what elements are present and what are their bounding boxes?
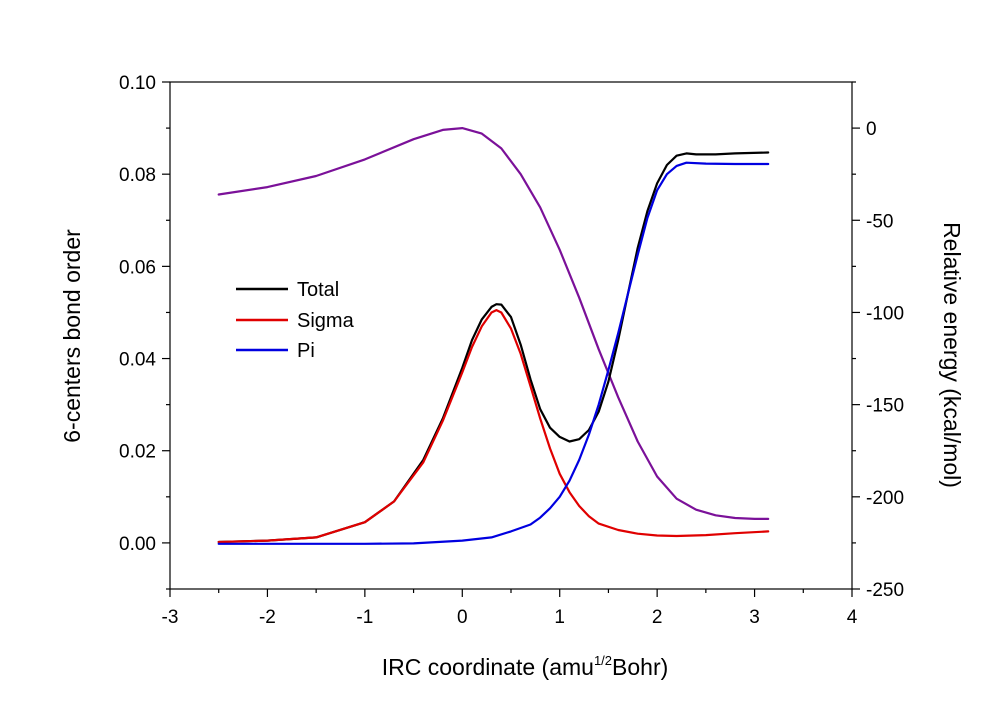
tick-labels: -3 -2 -1 0 1 2 3 4 0.00 0.02 0.04 0.06 0.08 0.10 -250 -… [119,73,904,628]
y-axis-right-title: Relative energy (kcal/mol) [939,222,965,488]
plot-frame [169,81,853,590]
y-right-tick-label: -100 [866,303,904,324]
series-line-sigma [217,309,770,544]
series-line-energy [217,127,770,521]
tick-marks [162,81,860,597]
y-right-tick-label: -200 [866,488,904,509]
y-left-tick-label: 0.04 [119,350,156,371]
y-right-tick-label: -150 [866,396,904,417]
legend-label-total: Total [297,279,339,301]
y-left-tick-label: 0.10 [119,73,156,94]
x-axis-title: IRC coordinate (amu1/2Bohr) [382,653,669,680]
x-tick-label: -3 [162,607,179,628]
y-left-tick-label: 0.08 [119,165,156,186]
series-line-pi [217,161,770,545]
y-right-tick-label: 0 [866,119,877,140]
series-lines [217,127,770,545]
x-tick-label: 0 [457,607,468,628]
x-tick-label: 4 [847,607,858,628]
y-right-tick-label: -50 [866,211,893,232]
x-tick-label: 3 [749,607,760,628]
y-left-tick-label: 0.02 [119,442,156,463]
legend-label-sigma: Sigma [297,310,355,332]
legend: Total Sigma Pi [236,279,355,362]
x-tick-label: -2 [259,607,276,628]
y-axis-left-title: 6-centers bond order [59,229,85,443]
legend-label-pi: Pi [297,340,315,362]
y-left-tick-label: 0.00 [119,534,156,555]
x-tick-label: -1 [356,607,373,628]
y-left-tick-label: 0.06 [119,257,156,278]
y-right-tick-label: -250 [866,580,904,601]
x-tick-label: 1 [554,607,565,628]
x-tick-label: 2 [652,607,663,628]
